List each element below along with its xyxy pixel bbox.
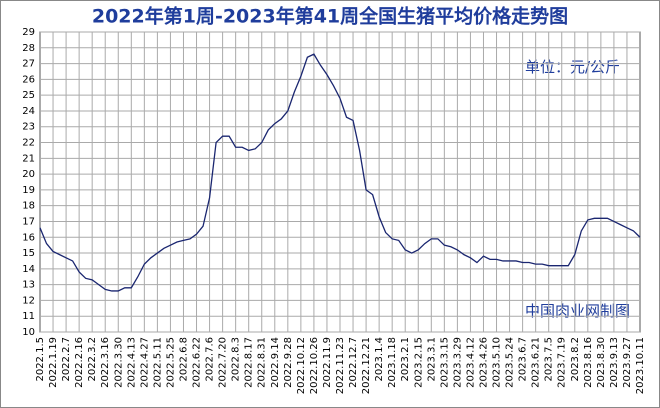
unit-note: 单位：元/公斤	[525, 58, 620, 76]
x-tick-label: 2023.5.24	[505, 337, 516, 388]
y-tick-label: 27	[22, 59, 35, 70]
x-tick-label: 2022.3.2	[87, 337, 98, 382]
x-tick-label: 2023.5.10	[492, 337, 503, 388]
x-tick-label: 2022.11.23	[335, 337, 346, 394]
y-tick-label: 26	[22, 74, 35, 85]
x-tick-label: 2023.3.15	[439, 337, 450, 388]
x-tick-label: 2023.1.4	[374, 337, 385, 382]
x-tick-label: 2022.5.25	[165, 337, 176, 388]
y-tick-label: 17	[22, 216, 35, 227]
x-tick-label: 2022.8.3	[231, 337, 242, 382]
y-tick-label: 23	[22, 122, 35, 133]
price-line	[39, 53, 641, 292]
y-tick-label: 28	[22, 43, 35, 54]
y-tick-label: 14	[22, 264, 35, 275]
y-tick-label: 15	[22, 248, 35, 259]
x-tick-label: 2023.4.12	[465, 337, 476, 388]
x-tick-label: 2023.8.2	[570, 337, 581, 382]
x-tick-label: 2023.2.1	[400, 337, 411, 382]
y-tick-label: 21	[22, 153, 35, 164]
x-tick-label: 2022.6.8	[178, 337, 189, 382]
x-tick-label: 2022.7.6	[205, 337, 216, 382]
y-tick-label: 18	[22, 201, 35, 212]
x-tick-label: 2022.8.17	[244, 337, 255, 388]
x-tick-label: 2023.9.13	[609, 337, 620, 388]
x-tick-label: 2023.3.1	[426, 337, 437, 382]
x-tick-label: 2022.6.22	[192, 337, 203, 388]
x-tick-label: 2022.4.27	[139, 337, 150, 388]
y-tick-label: 11	[22, 311, 35, 322]
x-tick-label: 2023.8.30	[596, 337, 607, 388]
x-tick-label: 2023.2.15	[413, 337, 424, 388]
x-tick-label: 2022.2.16	[74, 337, 85, 388]
x-tick-label: 2022.11.9	[322, 337, 333, 388]
x-tick-label: 2022.12.21	[361, 337, 372, 394]
y-tick-label: 24	[22, 106, 35, 117]
x-tick-label: 2023.7.19	[557, 337, 568, 388]
x-tick-label: 2022.3.16	[100, 337, 111, 388]
y-tick-label: 22	[22, 138, 35, 149]
x-tick-label: 2023.4.26	[478, 337, 489, 388]
x-tick-label: 2022.9.14	[270, 337, 281, 388]
x-tick-label: 2022.9.28	[283, 337, 294, 388]
y-tick-label: 29	[22, 27, 35, 38]
x-tick-label: 2023.6.21	[531, 337, 542, 388]
x-tick-label: 2022.8.31	[257, 337, 268, 388]
x-tick-label: 2023.1.18	[387, 337, 398, 388]
y-tick-label: 19	[22, 185, 35, 196]
chart-title: 2022年第1周-2023年第41周全国生猪平均价格走势图	[92, 5, 568, 28]
y-tick-label: 12	[22, 295, 35, 306]
x-tick-label: 2022.5.11	[152, 337, 163, 388]
y-tick-label: 13	[22, 280, 35, 291]
x-tick-label: 2022.7.20	[218, 337, 229, 388]
x-tick-label: 2022.1.5	[35, 337, 46, 382]
x-tick-label: 2022.3.30	[113, 337, 124, 388]
y-tick-label: 20	[22, 169, 35, 180]
y-tick-label: 10	[22, 327, 35, 338]
x-tick-label: 2023.7.5	[544, 337, 555, 382]
x-tick-label: 2022.1.19	[48, 337, 59, 388]
x-tick-label: 2023.3.29	[452, 337, 463, 388]
x-tick-label: 2022.2.7	[61, 337, 72, 382]
x-tick-label: 2023.8.16	[583, 337, 594, 388]
source-note: 中国肉业网制图	[525, 302, 630, 320]
y-tick-label: 25	[22, 90, 35, 101]
x-tick-label: 2023.9.27	[622, 337, 633, 388]
x-tick-label: 2022.10.26	[309, 337, 320, 394]
x-tick-label: 2022.10.12	[296, 337, 307, 394]
x-tick-label: 2022.4.13	[126, 337, 137, 388]
y-tick-label: 16	[22, 232, 35, 243]
x-tick-label: 2023.10.11	[635, 337, 646, 394]
x-tick-label: 2023.6.7	[518, 337, 529, 382]
x-tick-label: 2022.12.7	[348, 337, 359, 388]
